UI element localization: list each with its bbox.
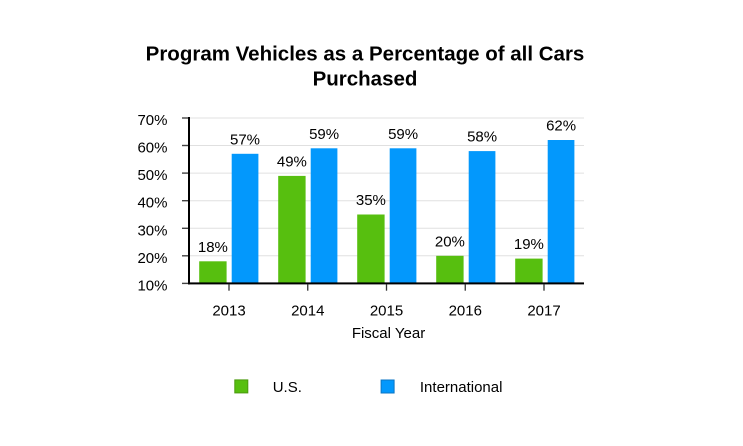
svg-text:60%: 60% <box>137 140 167 157</box>
svg-text:50%: 50% <box>137 167 167 184</box>
svg-text:U.S.: U.S. <box>273 379 302 396</box>
svg-text:59%: 59% <box>309 126 339 143</box>
svg-text:20%: 20% <box>137 250 167 267</box>
svg-text:2013: 2013 <box>212 303 245 320</box>
svg-text:International: International <box>420 379 503 396</box>
svg-text:Purchased: Purchased <box>313 67 418 90</box>
svg-text:Fiscal Year: Fiscal Year <box>352 325 425 342</box>
svg-text:70%: 70% <box>137 112 167 129</box>
svg-text:40%: 40% <box>137 195 167 212</box>
svg-text:10%: 10% <box>137 277 167 294</box>
svg-text:19%: 19% <box>514 236 544 253</box>
svg-text:49%: 49% <box>277 153 307 170</box>
svg-text:2015: 2015 <box>370 303 403 320</box>
svg-text:30%: 30% <box>137 222 167 239</box>
svg-text:2017: 2017 <box>527 303 560 320</box>
svg-text:59%: 59% <box>388 126 418 143</box>
svg-text:62%: 62% <box>546 118 576 135</box>
svg-text:20%: 20% <box>435 233 465 250</box>
svg-text:2014: 2014 <box>291 303 324 320</box>
svg-text:35%: 35% <box>356 192 386 209</box>
svg-text:57%: 57% <box>230 131 260 148</box>
svg-text:2016: 2016 <box>449 303 482 320</box>
svg-text:Program Vehicles as a Percenta: Program Vehicles as a Percentage of all … <box>146 43 585 66</box>
svg-text:58%: 58% <box>467 129 497 146</box>
svg-text:18%: 18% <box>198 239 228 256</box>
